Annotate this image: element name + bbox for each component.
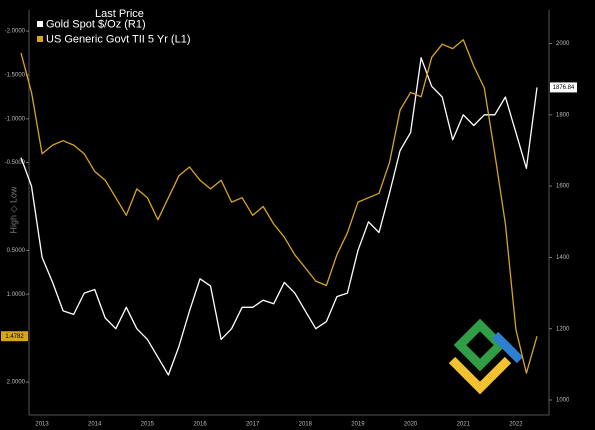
y2-tick-label: 1800 — [556, 112, 570, 118]
x-tick-label: 2016 — [193, 422, 207, 428]
x-tick-label: 2013 — [35, 422, 49, 428]
y2-tick-label: 1400 — [556, 255, 570, 261]
series-line — [20, 57, 538, 376]
x-tick-label: 2017 — [246, 422, 260, 428]
y-tick-label: 2.0000 — [7, 380, 26, 386]
y2-tick-label: 1200 — [556, 326, 570, 332]
legend-swatch — [37, 36, 43, 42]
legend-label: US Generic Govt TII 5 Yr (L1) — [46, 33, 190, 45]
y-tick-label: -0.5000 — [5, 160, 26, 166]
last-value-box — [1, 331, 28, 342]
logo — [448, 318, 524, 395]
x-tick-label: 2022 — [509, 422, 523, 428]
y-tick-label: -1.0000 — [5, 116, 26, 122]
y-tick-label: -2.0000 — [5, 29, 26, 35]
last-value-label: 1876.84 — [553, 85, 575, 91]
legend-title: Last Price — [95, 8, 144, 20]
last-value-label: 1.4782 — [5, 334, 24, 340]
x-tick-label: 2020 — [404, 422, 418, 428]
last-value-box — [550, 82, 577, 93]
x-tick-label: 2015 — [141, 422, 155, 428]
y2-tick-label: 2000 — [556, 41, 570, 47]
legend-swatch — [37, 21, 43, 27]
y-tick-label: 0.5000 — [7, 248, 26, 254]
x-tick-label: 2018 — [299, 422, 313, 428]
x-tick-label: 2019 — [351, 422, 365, 428]
y-axis-label: High ◇ Low — [8, 186, 18, 233]
y2-tick-label: 1600 — [556, 184, 570, 190]
y2-tick-label: 1000 — [556, 398, 570, 404]
x-tick-label: 2014 — [88, 422, 102, 428]
x-tick-label: 2021 — [457, 422, 471, 428]
y-tick-label: 1.0000 — [7, 292, 26, 298]
y-tick-label: -1.5000 — [5, 72, 26, 78]
legend-label: Gold Spot $/Oz (R1) — [46, 18, 146, 30]
series-line — [20, 39, 538, 374]
